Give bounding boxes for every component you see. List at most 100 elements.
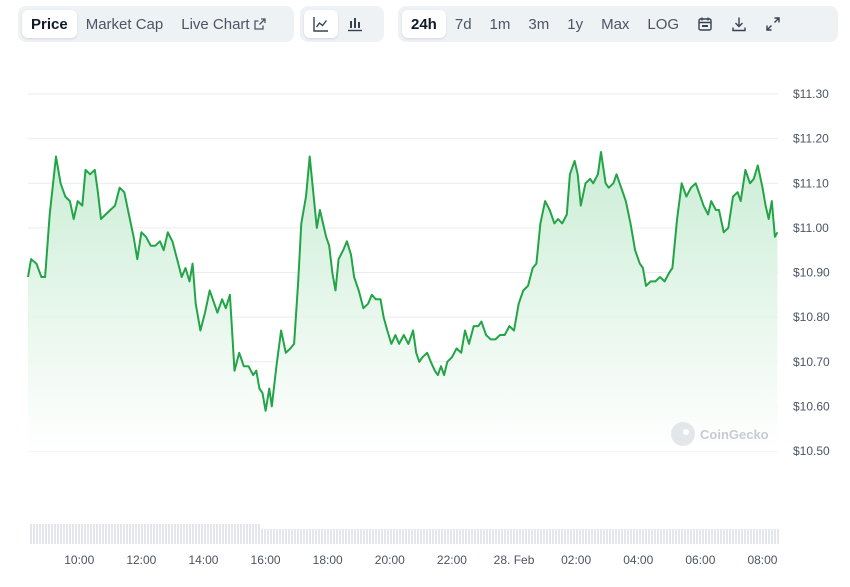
volume-bar bbox=[699, 529, 701, 544]
volume-bar bbox=[303, 529, 305, 544]
x-tick-label: 28. Feb bbox=[494, 553, 535, 567]
x-tick-label: 06:00 bbox=[685, 553, 715, 567]
volume-bar bbox=[702, 529, 704, 544]
volume-bar bbox=[351, 529, 353, 544]
volume-bar bbox=[513, 529, 515, 544]
volume-bar bbox=[561, 529, 563, 544]
volume-bar bbox=[498, 529, 500, 544]
volume-bar bbox=[324, 529, 326, 544]
volume-bar bbox=[573, 529, 575, 544]
volume-bar bbox=[396, 529, 398, 544]
volume-bar bbox=[399, 529, 401, 544]
volume-bar bbox=[402, 529, 404, 544]
x-tick-label: 18:00 bbox=[313, 553, 343, 567]
volume-bar bbox=[570, 529, 572, 544]
volume-bar bbox=[249, 524, 251, 544]
volume-bar bbox=[414, 529, 416, 544]
volume-bar bbox=[579, 529, 581, 544]
volume-bar bbox=[648, 529, 650, 544]
volume-bar bbox=[315, 529, 317, 544]
volume-bar bbox=[432, 529, 434, 544]
volume-bar bbox=[192, 524, 194, 544]
volume-bar bbox=[162, 524, 164, 544]
volume-bar bbox=[546, 529, 548, 544]
tab-live-chart-label: Live Chart bbox=[181, 15, 250, 33]
volume-bar bbox=[360, 529, 362, 544]
volume-bar bbox=[114, 524, 116, 544]
volume-bar bbox=[78, 524, 80, 544]
volume-bar bbox=[147, 524, 149, 544]
volume-bar bbox=[369, 529, 371, 544]
price-line[interactable] bbox=[27, 151, 779, 412]
volume-bar bbox=[453, 529, 455, 544]
volume-bar bbox=[531, 529, 533, 544]
chart-type-switcher bbox=[300, 6, 384, 42]
volume-bar bbox=[183, 524, 185, 544]
range-24h[interactable]: 24h bbox=[402, 10, 446, 38]
volume-bar bbox=[753, 529, 755, 544]
range-7d[interactable]: 7d bbox=[454, 15, 472, 33]
y-tick-label: $11.00 bbox=[793, 221, 829, 235]
download-button[interactable] bbox=[722, 10, 756, 38]
candlestick-chart-button[interactable] bbox=[338, 10, 372, 38]
y-tick-label: $10.70 bbox=[793, 355, 830, 369]
volume-bar bbox=[597, 529, 599, 544]
range-1y[interactable]: 1y bbox=[567, 15, 584, 33]
volume-bar bbox=[153, 524, 155, 544]
candlestick-chart-icon bbox=[348, 18, 362, 32]
calendar-button[interactable] bbox=[688, 10, 722, 38]
watermark-text: CoinGecko bbox=[700, 427, 769, 442]
range-3m[interactable]: 3m bbox=[528, 15, 550, 33]
volume-bar bbox=[690, 529, 692, 544]
volume-bar bbox=[636, 529, 638, 544]
y-tick-label: $10.90 bbox=[793, 266, 830, 280]
volume-bar bbox=[252, 524, 254, 544]
volume-bar bbox=[195, 524, 197, 544]
volume-bar bbox=[363, 529, 365, 544]
volume-bar bbox=[639, 529, 641, 544]
volume-bar bbox=[84, 524, 86, 544]
tab-live-chart[interactable]: Live Chart bbox=[172, 10, 274, 38]
volume-bar bbox=[81, 524, 83, 544]
line-chart-button[interactable] bbox=[304, 10, 338, 38]
x-tick-label: 12:00 bbox=[126, 553, 156, 567]
volume-bar bbox=[483, 529, 485, 544]
y-tick-label: $11.20 bbox=[793, 132, 829, 146]
volume-bar bbox=[63, 524, 65, 544]
volume-bar bbox=[762, 529, 764, 544]
volume-bar bbox=[672, 529, 674, 544]
volume-bar bbox=[126, 524, 128, 544]
volume-bar bbox=[558, 529, 560, 544]
volume-bar bbox=[618, 529, 620, 544]
volume-bar bbox=[330, 529, 332, 544]
volume-bar bbox=[267, 529, 269, 544]
volume-bar bbox=[270, 529, 272, 544]
volume-bar bbox=[228, 524, 230, 544]
tab-price[interactable]: Price bbox=[22, 10, 77, 38]
volume-bar bbox=[564, 529, 566, 544]
volume-bar bbox=[171, 524, 173, 544]
volume-bar bbox=[285, 529, 287, 544]
volume-bar bbox=[750, 529, 752, 544]
range-1m[interactable]: 1m bbox=[489, 15, 511, 33]
y-tick-label: $10.60 bbox=[793, 399, 830, 413]
volume-bar bbox=[156, 524, 158, 544]
external-link-icon bbox=[253, 18, 266, 30]
volume-bar bbox=[615, 529, 617, 544]
volume-bar bbox=[504, 529, 506, 544]
range-max[interactable]: Max bbox=[601, 15, 630, 33]
tab-market-cap[interactable]: Market Cap bbox=[85, 15, 164, 33]
volume-bar bbox=[108, 524, 110, 544]
volume-bar bbox=[261, 529, 263, 544]
volume-bar bbox=[336, 529, 338, 544]
volume-bar bbox=[225, 524, 227, 544]
fullscreen-button[interactable] bbox=[756, 10, 790, 38]
volume-bar bbox=[696, 529, 698, 544]
volume-bar bbox=[105, 524, 107, 544]
log-scale-toggle[interactable]: LOG bbox=[647, 15, 680, 33]
volume-bar bbox=[720, 529, 722, 544]
volume-bar bbox=[240, 524, 242, 544]
volume-bar bbox=[237, 524, 239, 544]
volume-bar bbox=[306, 529, 308, 544]
volume-bar bbox=[459, 529, 461, 544]
